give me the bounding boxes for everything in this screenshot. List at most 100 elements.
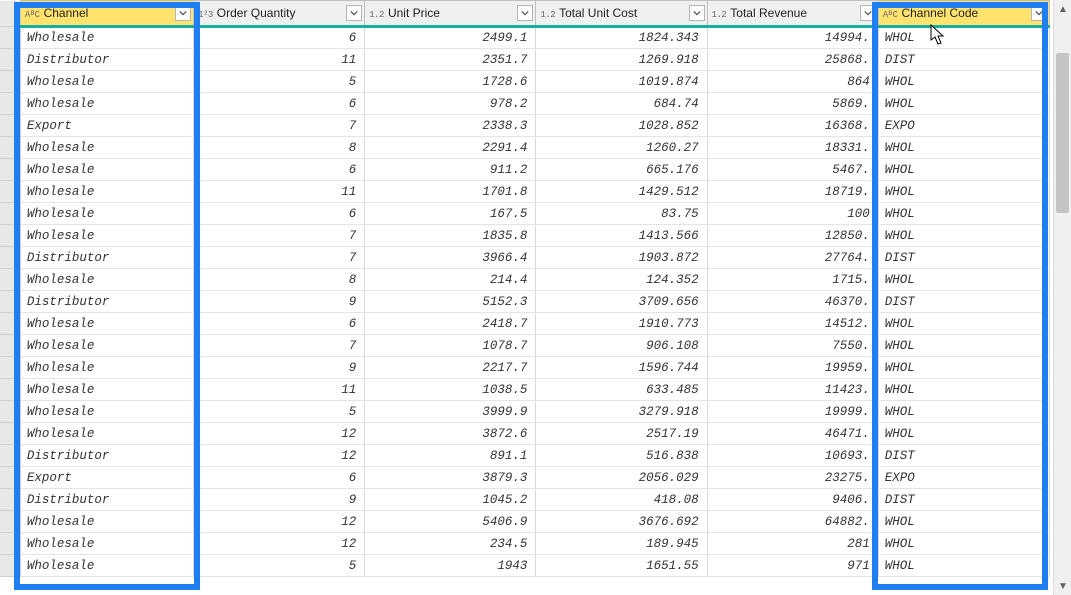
row-number[interactable] (0, 357, 20, 379)
cell-channel[interactable]: Wholesale (20, 313, 193, 335)
cell-qty[interactable]: 12 (194, 511, 365, 533)
table-row[interactable]: Wholesale12234.5189.945281WHOL (0, 533, 1050, 555)
row-number[interactable] (0, 445, 20, 467)
table-row[interactable]: Wholesale6167.583.75100WHOL (0, 203, 1050, 225)
cell-cost[interactable]: 1019.874 (536, 71, 707, 93)
cell-qty[interactable]: 6 (194, 313, 365, 335)
table-row[interactable]: Wholesale51728.61019.874864WHOL (0, 71, 1050, 93)
cell-rev[interactable]: 10693. (707, 445, 878, 467)
cell-rev[interactable]: 971 (707, 555, 878, 577)
filter-dropdown-icon[interactable] (175, 5, 191, 21)
cell-price[interactable]: 2291.4 (365, 137, 536, 159)
cell-cost[interactable]: 418.08 (536, 489, 707, 511)
scroll-up-button[interactable]: ▲ (1054, 0, 1071, 18)
cell-rev[interactable]: 46471. (707, 423, 878, 445)
table-row[interactable]: Wholesale71078.7906.1087550.WHOL (0, 335, 1050, 357)
cell-channel[interactable]: Wholesale (20, 225, 193, 247)
cell-code[interactable]: WHOL (878, 555, 1049, 577)
column-header-channel[interactable]: AᴮCChannel (20, 1, 193, 27)
cell-qty[interactable]: 6 (194, 159, 365, 181)
cell-price[interactable]: 1078.7 (365, 335, 536, 357)
cell-channel[interactable]: Wholesale (20, 137, 193, 159)
cell-rev[interactable]: 25868. (707, 49, 878, 71)
row-number[interactable] (0, 203, 20, 225)
cell-rev[interactable]: 46370. (707, 291, 878, 313)
row-number[interactable] (0, 533, 20, 555)
cell-qty[interactable]: 5 (194, 401, 365, 423)
cell-price[interactable]: 2351.7 (365, 49, 536, 71)
cell-qty[interactable]: 11 (194, 379, 365, 401)
scroll-down-button[interactable]: ▼ (1054, 577, 1071, 595)
cell-rev[interactable]: 281 (707, 533, 878, 555)
filter-dropdown-icon[interactable] (689, 5, 705, 21)
cell-price[interactable]: 167.5 (365, 203, 536, 225)
table-row[interactable]: Wholesale519431651.55971WHOL (0, 555, 1050, 577)
cell-code[interactable]: EXPO (878, 467, 1049, 489)
cell-channel[interactable]: Distributor (20, 291, 193, 313)
table-row[interactable]: Wholesale62499.11824.34314994.WHOL (0, 27, 1050, 49)
cell-qty[interactable]: 11 (194, 49, 365, 71)
column-header-qty[interactable]: 1²3Order Quantity (194, 1, 365, 27)
cell-channel[interactable]: Wholesale (20, 203, 193, 225)
cell-price[interactable]: 2499.1 (365, 27, 536, 49)
cell-channel[interactable]: Distributor (20, 49, 193, 71)
table-row[interactable]: Wholesale6911.2665.1765467.WHOL (0, 159, 1050, 181)
row-number[interactable] (0, 115, 20, 137)
cell-price[interactable]: 5152.3 (365, 291, 536, 313)
cell-channel[interactable]: Wholesale (20, 379, 193, 401)
table-row[interactable]: Distributor12891.1516.83810693.DIST (0, 445, 1050, 467)
row-number[interactable] (0, 291, 20, 313)
cell-code[interactable]: WHOL (878, 401, 1049, 423)
filter-dropdown-icon[interactable] (1031, 5, 1047, 21)
cell-qty[interactable]: 6 (194, 27, 365, 49)
cell-rev[interactable]: 19959. (707, 357, 878, 379)
vertical-scrollbar[interactable]: ▲ ▼ (1053, 0, 1071, 595)
cell-cost[interactable]: 1269.918 (536, 49, 707, 71)
cell-channel[interactable]: Export (20, 467, 193, 489)
cell-cost[interactable]: 633.485 (536, 379, 707, 401)
cell-qty[interactable]: 8 (194, 269, 365, 291)
cell-rev[interactable]: 12850. (707, 225, 878, 247)
cell-channel[interactable]: Wholesale (20, 93, 193, 115)
cell-code[interactable]: WHOL (878, 203, 1049, 225)
table-row[interactable]: Wholesale111038.5633.48511423.WHOL (0, 379, 1050, 401)
column-header-rev[interactable]: 1.2Total Revenue (707, 1, 878, 27)
cell-code[interactable]: DIST (878, 247, 1049, 269)
cell-channel[interactable]: Distributor (20, 247, 193, 269)
cell-price[interactable]: 1728.6 (365, 71, 536, 93)
cell-code[interactable]: WHOL (878, 269, 1049, 291)
cell-price[interactable]: 2338.3 (365, 115, 536, 137)
row-number[interactable] (0, 269, 20, 291)
cell-code[interactable]: WHOL (878, 335, 1049, 357)
cell-price[interactable]: 2217.7 (365, 357, 536, 379)
cell-qty[interactable]: 7 (194, 115, 365, 137)
filter-dropdown-icon[interactable] (860, 5, 876, 21)
cell-rev[interactable]: 14512. (707, 313, 878, 335)
cell-qty[interactable]: 12 (194, 423, 365, 445)
cell-qty[interactable]: 9 (194, 357, 365, 379)
cell-channel[interactable]: Wholesale (20, 269, 193, 291)
cell-price[interactable]: 214.4 (365, 269, 536, 291)
row-number[interactable] (0, 555, 20, 577)
row-number[interactable] (0, 489, 20, 511)
row-number[interactable] (0, 467, 20, 489)
row-number[interactable] (0, 313, 20, 335)
cell-rev[interactable]: 5467. (707, 159, 878, 181)
cell-qty[interactable]: 11 (194, 181, 365, 203)
table-row[interactable]: Wholesale62418.71910.77314512.WHOL (0, 313, 1050, 335)
row-number[interactable] (0, 379, 20, 401)
cell-cost[interactable]: 1429.512 (536, 181, 707, 203)
cell-code[interactable]: WHOL (878, 423, 1049, 445)
cell-cost[interactable]: 1260.27 (536, 137, 707, 159)
cell-price[interactable]: 1045.2 (365, 489, 536, 511)
cell-rev[interactable]: 5869. (707, 93, 878, 115)
cell-channel[interactable]: Wholesale (20, 159, 193, 181)
cell-cost[interactable]: 1910.773 (536, 313, 707, 335)
cell-code[interactable]: WHOL (878, 379, 1049, 401)
row-number[interactable] (0, 93, 20, 115)
cell-code[interactable]: WHOL (878, 533, 1049, 555)
cell-code[interactable]: WHOL (878, 137, 1049, 159)
cell-code[interactable]: WHOL (878, 357, 1049, 379)
row-number[interactable] (0, 137, 20, 159)
cell-code[interactable]: WHOL (878, 181, 1049, 203)
